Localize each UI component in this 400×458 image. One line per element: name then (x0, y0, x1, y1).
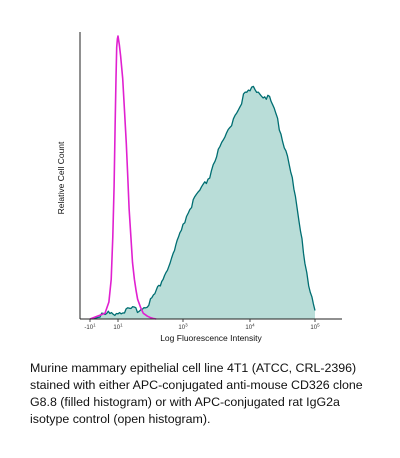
x-tick-base: 10 (113, 325, 120, 331)
x-tick-base: 10 (178, 325, 185, 331)
plot-area (89, 35, 316, 320)
x-tick-label: 104 (245, 323, 255, 332)
histogram-chart: -101 101 103 104 105 Relative Cell Count Log… (56, 32, 342, 343)
x-tick-base: 10 (310, 325, 317, 331)
x-tick-exponent: 4 (252, 323, 255, 328)
y-axis-label: Relative Cell Count (56, 141, 66, 214)
x-tick-label: -101 (84, 323, 96, 332)
x-tick-label: 101 (113, 323, 123, 332)
open-histogram-line (89, 35, 157, 320)
filled-histogram-area (90, 86, 315, 320)
x-tick-label: 103 (178, 323, 188, 332)
filled-histogram-line (89, 85, 316, 320)
x-axis-ticks: -101 101 103 104 105 (84, 319, 320, 331)
figure-caption: Murine mammary epithelial cell line 4T1 … (30, 361, 363, 426)
x-tick-base: 10 (245, 325, 252, 331)
x-tick-base: -10 (84, 325, 93, 331)
x-tick-exponent: 5 (317, 323, 320, 328)
x-axis-label: Log Fluorescence Intensity (160, 333, 262, 343)
x-tick-label: 105 (310, 323, 320, 332)
x-tick-exponent: 1 (120, 323, 123, 328)
x-tick-exponent: 3 (185, 323, 188, 328)
x-tick-exponent: 1 (93, 323, 96, 328)
